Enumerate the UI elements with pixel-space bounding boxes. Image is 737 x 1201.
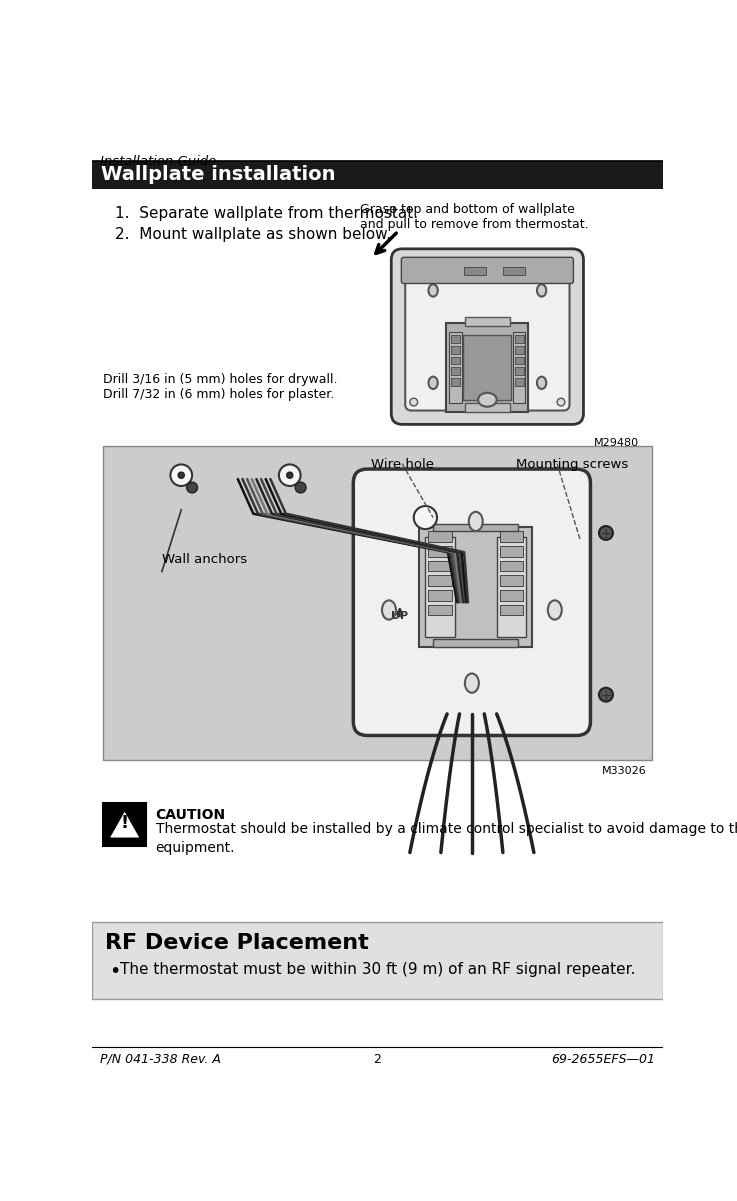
Bar: [465, 317, 510, 325]
Circle shape: [296, 482, 306, 492]
Polygon shape: [111, 813, 139, 837]
Bar: [500, 590, 523, 600]
Bar: [500, 531, 523, 542]
Bar: [513, 331, 525, 402]
Bar: [92, 922, 663, 999]
Text: 2: 2: [374, 1053, 381, 1065]
Text: Installation Guide: Installation Guide: [100, 155, 216, 168]
Bar: [103, 446, 652, 760]
Ellipse shape: [428, 285, 438, 297]
Bar: [451, 368, 460, 375]
Text: Grasp top and bottom of wallplate
and pull to remove from thermostat.: Grasp top and bottom of wallplate and pu…: [360, 203, 588, 231]
Text: P/N 041-338 Rev. A: P/N 041-338 Rev. A: [100, 1053, 221, 1065]
Text: Drill 3/16 in (5 mm) holes for drywall.
Drill 7/32 in (6 mm) holes for plaster.: Drill 3/16 in (5 mm) holes for drywall. …: [103, 372, 338, 401]
Circle shape: [170, 465, 192, 486]
Bar: [497, 537, 526, 637]
Bar: [464, 268, 486, 275]
Bar: [500, 546, 523, 557]
Bar: [433, 639, 518, 647]
Ellipse shape: [382, 600, 396, 620]
Bar: [428, 575, 452, 586]
Text: Wall anchors: Wall anchors: [162, 554, 247, 567]
Text: Thermostat should be installed by a climate control specialist to avoid damage t: Thermostat should be installed by a clim…: [156, 821, 737, 855]
Bar: [450, 331, 462, 402]
Ellipse shape: [548, 600, 562, 620]
Bar: [503, 268, 525, 275]
Circle shape: [557, 268, 565, 275]
FancyBboxPatch shape: [103, 803, 147, 847]
Text: Wire hole: Wire hole: [371, 458, 433, 471]
FancyBboxPatch shape: [402, 257, 573, 283]
Circle shape: [410, 399, 418, 406]
Bar: [428, 531, 452, 542]
FancyBboxPatch shape: [391, 249, 584, 424]
Bar: [433, 524, 518, 531]
Circle shape: [599, 526, 613, 540]
Bar: [500, 561, 523, 572]
Bar: [451, 335, 460, 342]
Ellipse shape: [478, 393, 497, 407]
Ellipse shape: [469, 512, 483, 531]
Bar: [428, 546, 452, 557]
Circle shape: [410, 268, 418, 275]
Circle shape: [287, 472, 293, 478]
Text: UP: UP: [391, 611, 408, 621]
Ellipse shape: [537, 285, 546, 297]
Text: RF Device Placement: RF Device Placement: [105, 933, 368, 952]
Bar: [465, 402, 510, 412]
Bar: [514, 378, 524, 386]
Bar: [514, 335, 524, 342]
Text: !: !: [121, 814, 129, 832]
Bar: [428, 590, 452, 600]
Circle shape: [279, 465, 301, 486]
Circle shape: [599, 688, 613, 701]
Bar: [514, 368, 524, 375]
Bar: [447, 323, 528, 412]
Text: M33026: M33026: [602, 766, 647, 776]
Bar: [500, 575, 523, 586]
Text: Wallplate installation: Wallplate installation: [102, 166, 336, 185]
Bar: [514, 346, 524, 353]
Text: 1.  Separate wallplate from thermostat.: 1. Separate wallplate from thermostat.: [116, 205, 419, 221]
Ellipse shape: [413, 506, 437, 530]
Bar: [428, 561, 452, 572]
Bar: [425, 537, 455, 637]
Circle shape: [557, 399, 565, 406]
Text: M29480: M29480: [594, 438, 639, 448]
FancyBboxPatch shape: [405, 263, 570, 411]
Text: 69-2655EFS—01: 69-2655EFS—01: [551, 1053, 655, 1065]
Bar: [500, 604, 523, 615]
Bar: [92, 161, 663, 189]
Bar: [451, 357, 460, 364]
Ellipse shape: [428, 377, 438, 389]
Text: CAUTION: CAUTION: [156, 808, 226, 821]
Circle shape: [186, 482, 198, 492]
Text: •: •: [109, 962, 121, 981]
Text: Mounting screws: Mounting screws: [517, 458, 629, 471]
FancyBboxPatch shape: [353, 470, 590, 735]
Bar: [464, 335, 511, 400]
Bar: [514, 357, 524, 364]
Text: 2.  Mount wallplate as shown below.: 2. Mount wallplate as shown below.: [116, 227, 391, 243]
Ellipse shape: [537, 377, 546, 389]
Text: The thermostat must be within 30 ft (9 m) of an RF signal repeater.: The thermostat must be within 30 ft (9 m…: [120, 962, 635, 976]
Bar: [428, 604, 452, 615]
Bar: [451, 346, 460, 353]
Bar: [419, 527, 532, 647]
Circle shape: [178, 472, 184, 478]
Bar: [451, 378, 460, 386]
Ellipse shape: [465, 674, 479, 693]
